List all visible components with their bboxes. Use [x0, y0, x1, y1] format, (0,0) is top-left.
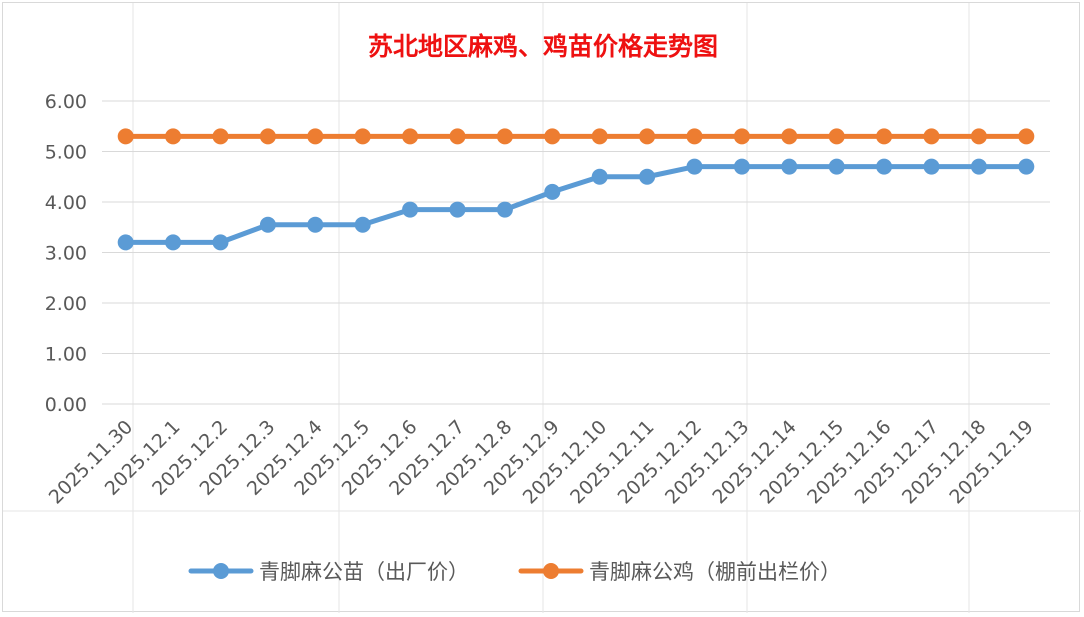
- series-0-point: [876, 158, 893, 175]
- series-1-point: [828, 128, 845, 145]
- legend-label-0: 青脚麻公苗（出厂价）: [259, 560, 469, 584]
- series-0-point: [544, 183, 561, 200]
- legend-label-1: 青脚麻公鸡（棚前出栏价）: [589, 560, 841, 584]
- x-axis-ticks: 2025.11.302025.12.12025.12.22025.12.3202…: [45, 416, 1038, 508]
- series-0-point: [212, 234, 229, 251]
- y-tick-label: 0.00: [45, 394, 87, 416]
- series-0-point: [639, 168, 656, 185]
- series-1-point: [591, 128, 608, 145]
- series-0-point: [117, 234, 134, 251]
- series-0-point: [496, 201, 513, 218]
- series-group: [117, 128, 1035, 251]
- series-0-point: [781, 158, 798, 175]
- legend-swatch-marker-1: [543, 563, 559, 579]
- y-axis-ticks: 0.00 1.00 2.00 3.00 4.00 5.00 6.00: [45, 91, 87, 416]
- series-1-point: [781, 128, 798, 145]
- y-tick-label: 2.00: [45, 293, 87, 315]
- series-0-point: [923, 158, 940, 175]
- y-tick-label: 6.00: [45, 91, 87, 113]
- series-1-point: [402, 128, 419, 145]
- series-1-point: [354, 128, 371, 145]
- series-0-point: [259, 216, 276, 233]
- y-tick-label: 4.00: [45, 192, 87, 214]
- series-1-point: [1018, 128, 1035, 145]
- series-0-point: [970, 158, 987, 175]
- series-0-point: [686, 158, 703, 175]
- series-line-0: [123, 164, 1029, 245]
- y-gridlines: [102, 100, 1050, 405]
- series-0-point: [165, 234, 182, 251]
- legend-swatch-marker-0: [213, 563, 229, 579]
- series-0-point: [354, 216, 371, 233]
- series-1-point: [307, 128, 324, 145]
- series-0-point: [591, 168, 608, 185]
- series-1-point: [259, 128, 276, 145]
- series-1-point: [117, 128, 134, 145]
- y-tick-label: 3.00: [45, 243, 87, 265]
- series-1-point: [923, 128, 940, 145]
- series-0-point: [828, 158, 845, 175]
- series-0-point: [1018, 158, 1035, 175]
- series-1-point: [544, 128, 561, 145]
- series-1-point: [686, 128, 703, 145]
- series-1-point: [449, 128, 466, 145]
- legend: 青脚麻公苗（出厂价） 青脚麻公鸡（棚前出栏价）: [188, 560, 841, 584]
- line-chart: 苏北地区麻鸡、鸡苗价格走势图 0.00 1.00 2.00 3.00 4.00 5.00 6…: [3, 3, 1081, 613]
- chart-title: 苏北地区麻鸡、鸡苗价格走势图: [368, 32, 718, 61]
- series-1-point: [212, 128, 229, 145]
- series-1-point: [639, 128, 656, 145]
- series-1-point: [876, 128, 893, 145]
- series-0-point: [449, 201, 466, 218]
- spreadsheet-gridlines: [3, 3, 1081, 613]
- series-0-point: [307, 216, 324, 233]
- series-1-point: [165, 128, 182, 145]
- y-tick-label: 1.00: [45, 344, 87, 366]
- y-tick-label: 5.00: [45, 142, 87, 164]
- series-1-point: [733, 128, 750, 145]
- series-1-point: [970, 128, 987, 145]
- series-0-point: [733, 158, 750, 175]
- series-0-point: [402, 201, 419, 218]
- series-1-point: [496, 128, 513, 145]
